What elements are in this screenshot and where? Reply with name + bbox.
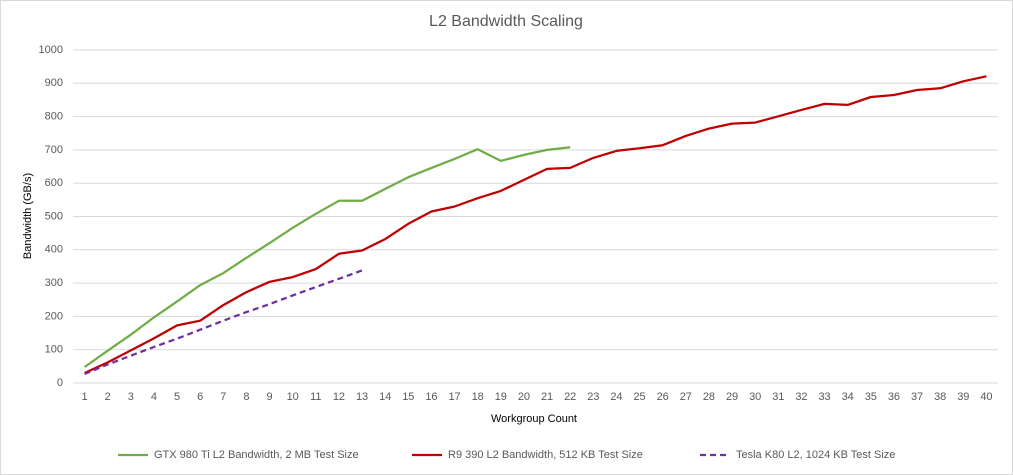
x-tick-label: 28 [703,391,715,403]
x-tick-label: 20 [518,391,530,403]
x-tick-label: 6 [197,391,203,403]
legend-label: R9 390 L2 Bandwidth, 512 KB Test Size [448,449,643,461]
chart-title: L2 Bandwidth Scaling [429,13,583,30]
y-tick-label: 700 [45,144,63,156]
x-tick-label: 13 [356,391,368,403]
x-tick-label: 21 [541,391,553,403]
y-tick-label: 0 [57,377,63,389]
x-tick-label: 8 [243,391,249,403]
x-tick-label: 23 [587,391,599,403]
x-tick-label: 31 [772,391,784,403]
x-tick-label: 9 [267,391,273,403]
x-tick-label: 40 [980,391,992,403]
x-tick-label: 19 [495,391,507,403]
x-tick-label: 16 [425,391,437,403]
y-tick-label: 200 [45,310,63,322]
x-tick-label: 33 [818,391,830,403]
x-tick-label: 22 [564,391,576,403]
x-tick-label: 37 [911,391,923,403]
x-tick-label: 5 [174,391,180,403]
y-tick-label: 900 [45,77,63,89]
y-tick-label: 1000 [39,44,63,56]
x-tick-label: 15 [402,391,414,403]
x-tick-label: 35 [865,391,877,403]
y-tick-label: 400 [45,244,63,256]
x-tick-label: 10 [287,391,299,403]
x-tick-label: 11 [310,391,321,403]
x-tick-label: 29 [726,391,738,403]
legend-label: Tesla K80 L2, 1024 KB Test Size [736,449,895,461]
x-tick-label: 1 [82,391,88,403]
x-tick-label: 36 [888,391,900,403]
y-tick-label: 600 [45,177,63,189]
x-axis-title: Workgroup Count [491,413,577,425]
x-tick-label: 30 [749,391,761,403]
x-tick-label: 3 [128,391,134,403]
x-tick-label: 14 [379,391,391,403]
x-tick-label: 25 [633,391,645,403]
y-tick-label: 300 [45,277,63,289]
y-tick-label: 100 [45,344,63,356]
x-tick-label: 32 [795,391,807,403]
line-series [84,75,987,375]
x-tick-label: 4 [151,391,157,403]
x-tick-label: 38 [934,391,946,403]
line-series [83,146,571,368]
y-tick-label: 500 [45,210,63,222]
x-tick-label: 26 [657,391,669,403]
x-tick-label: 24 [610,391,622,403]
x-tick-label: 18 [472,391,484,403]
y-axis-title: Bandwidth (GB/s) [22,173,34,259]
x-tick-label: 2 [105,391,111,403]
x-tick-label: 34 [842,391,854,403]
x-tick-label: 39 [957,391,969,403]
x-tick-label: 12 [333,391,345,403]
x-tick-label: 17 [448,391,460,403]
x-tick-label: 7 [220,391,226,403]
y-tick-label: 800 [45,111,63,123]
x-tick-label: 27 [680,391,692,403]
legend-label: GTX 980 Ti L2 Bandwidth, 2 MB Test Size [154,449,359,461]
